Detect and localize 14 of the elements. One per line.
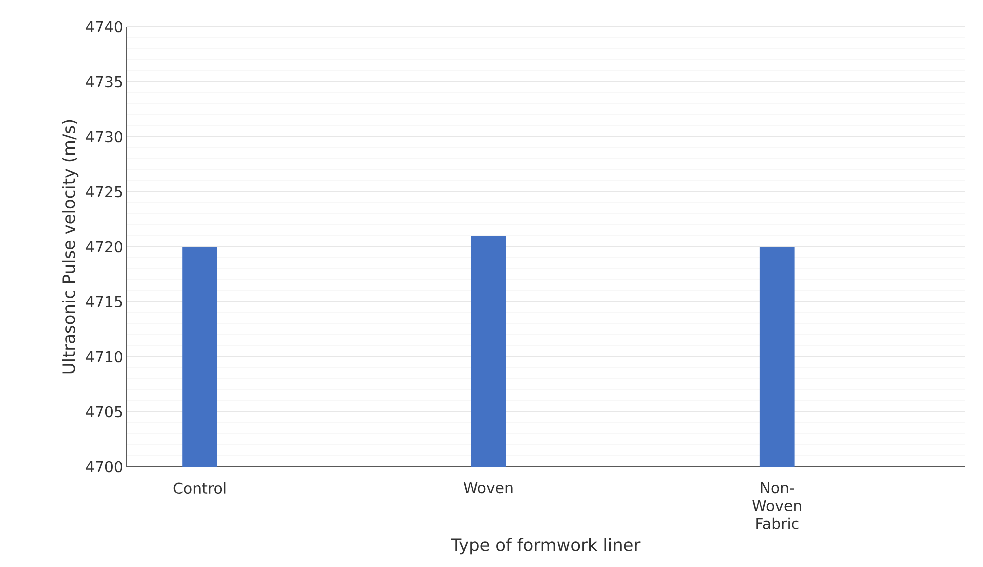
y-tick-label: 4720 <box>86 241 122 253</box>
y-tick-label: 4700 <box>86 461 122 473</box>
y-tick-label: 4705 <box>86 406 122 418</box>
y-axis-title: Ultrasonic Pulse velocity (m/s) <box>62 120 79 374</box>
y-tick-label: 4710 <box>86 351 122 363</box>
x-tick-label: Non-Woven Fabric <box>752 482 802 530</box>
x-axis-title: Type of formwork liner <box>451 538 641 555</box>
y-tick-label: 4715 <box>86 296 122 308</box>
x-tick-label: Woven <box>464 482 513 494</box>
y-tick-label: 4725 <box>86 186 122 198</box>
y-tick-label: 4730 <box>86 131 122 143</box>
y-tick-label: 4740 <box>86 21 122 33</box>
x-tick-label: Control <box>174 482 226 494</box>
y-tick-label: 4735 <box>86 76 122 88</box>
